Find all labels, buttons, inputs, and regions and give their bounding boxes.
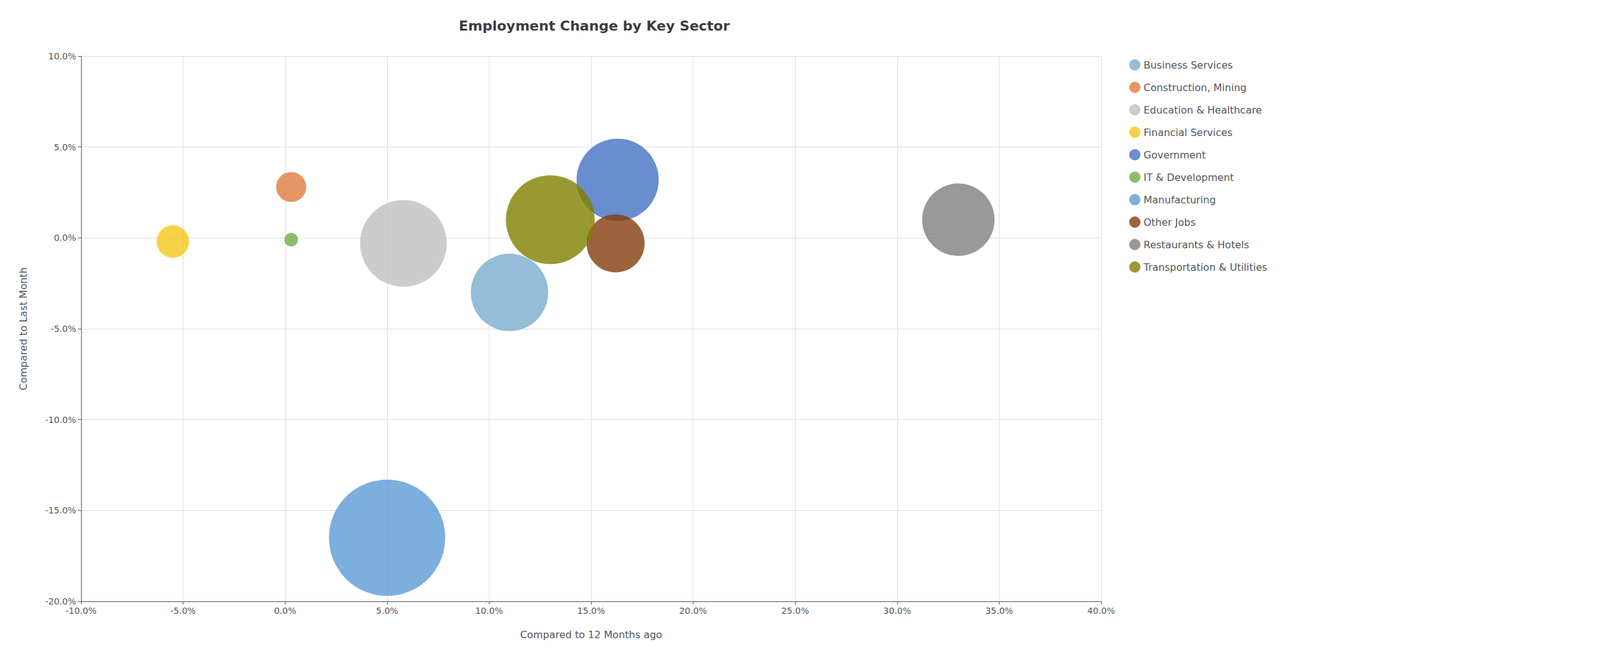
svg-text:IT & Development: IT & Development — [1143, 171, 1234, 184]
svg-text:-10.0%: -10.0% — [65, 605, 97, 616]
svg-text:-5.0%: -5.0% — [170, 605, 196, 616]
svg-text:5.0%: 5.0% — [53, 142, 77, 153]
svg-text:Construction, Mining: Construction, Mining — [1143, 81, 1247, 94]
svg-text:-10.0%: -10.0% — [44, 414, 77, 425]
svg-text:15.0%: 15.0% — [577, 605, 605, 616]
svg-text:Compared to 12 Months ago: Compared to 12 Months ago — [520, 628, 663, 641]
svg-text:-5.0%: -5.0% — [50, 323, 77, 334]
svg-text:Transportation & Utilities: Transportation & Utilities — [1142, 261, 1268, 274]
svg-text:35.0%: 35.0% — [985, 605, 1013, 616]
svg-text:Government: Government — [1143, 149, 1206, 161]
svg-text:0.0%: 0.0% — [273, 605, 297, 616]
svg-text:10.0%: 10.0% — [475, 605, 503, 616]
svg-text:Manufacturing: Manufacturing — [1143, 193, 1216, 206]
svg-text:Financial Services: Financial Services — [1143, 126, 1233, 139]
svg-text:-15.0%: -15.0% — [44, 505, 77, 516]
svg-text:Compared to Last Month: Compared to Last Month — [17, 266, 30, 391]
svg-text:Education & Healthcare: Education & Healthcare — [1143, 104, 1263, 116]
svg-text:Business Services: Business Services — [1143, 59, 1233, 72]
svg-text:5.0%: 5.0% — [375, 605, 399, 616]
svg-text:25.0%: 25.0% — [781, 605, 809, 616]
svg-text:-20.0%: -20.0% — [44, 596, 77, 607]
svg-text:Employment Change by Key Secto: Employment Change by Key Sector — [458, 18, 731, 34]
svg-text:30.0%: 30.0% — [883, 605, 911, 616]
svg-text:0.0%: 0.0% — [53, 232, 77, 243]
svg-text:20.0%: 20.0% — [679, 605, 707, 616]
svg-text:40.0%: 40.0% — [1087, 605, 1115, 616]
svg-text:Other Jobs: Other Jobs — [1143, 216, 1196, 229]
svg-text:10.0%: 10.0% — [48, 51, 77, 62]
svg-text:Restaurants & Hotels: Restaurants & Hotels — [1143, 238, 1249, 251]
